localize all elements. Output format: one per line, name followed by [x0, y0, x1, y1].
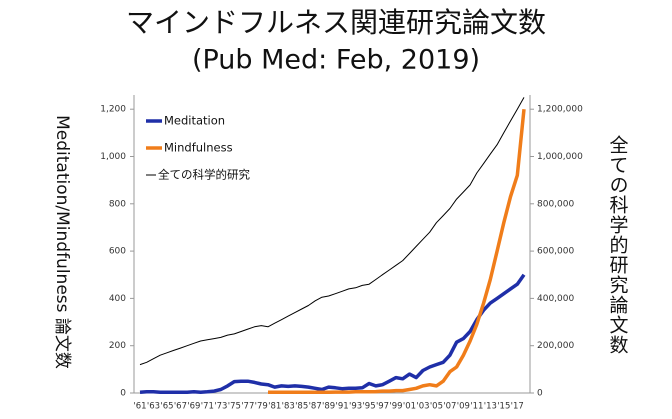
x-tick-label: '17 [511, 402, 524, 412]
x-tick-label: '75 [228, 402, 241, 412]
x-tick-label: '79 [255, 402, 268, 412]
x-tick-label: '61 [133, 402, 146, 412]
y2-tick-label: 1,000,000 [537, 152, 583, 162]
y-tick-label: 800 [109, 199, 126, 209]
y-tick-label: 0 [120, 389, 126, 399]
y-axis-label: Meditation/Mindfulness 論文数 [52, 115, 72, 369]
x-tick-label: '93 [349, 402, 362, 412]
y2-tick-label: 600,000 [537, 247, 574, 257]
y2-tick-label: 1,200,000 [537, 105, 583, 115]
y-tick-label: 1,000 [100, 152, 126, 162]
legend-label: Mindfulness [164, 141, 233, 155]
y-tick-label: 400 [109, 294, 126, 304]
legend-label: 全ての科学的研究 [158, 168, 250, 182]
x-tick-label: '97 [376, 402, 389, 412]
y-tick-label: 1,200 [100, 105, 126, 115]
series-line [268, 109, 526, 395]
chart-subtitle: (Pub Med: Feb, 2019) [192, 45, 480, 76]
y-tick-label: 200 [109, 341, 126, 351]
x-tick-label: '83 [282, 402, 295, 412]
x-tick-label: '85 [295, 402, 308, 412]
x-tick-label: '77 [241, 402, 254, 412]
series-line [139, 97, 525, 366]
x-tick-label: '63 [147, 402, 160, 412]
y2-tick-label: 0 [537, 389, 543, 399]
x-tick-label: '65 [160, 402, 173, 412]
x-tick-label: '89 [322, 402, 335, 412]
y2-tick-label: 800,000 [537, 199, 574, 209]
y-tick-label: 600 [109, 247, 126, 257]
x-tick-label: '67 [174, 402, 187, 412]
series-line [139, 273, 526, 395]
x-tick-label: '71 [201, 402, 214, 412]
y2-tick-label: 400,000 [537, 294, 574, 304]
x-tick-label: '05 [430, 402, 443, 412]
x-tick-label: '03 [416, 402, 429, 412]
x-tick-label: '07 [443, 402, 456, 412]
x-tick-label: '81 [268, 402, 281, 412]
x-tick-label: '95 [362, 402, 375, 412]
x-tick-label: '73 [214, 402, 227, 412]
x-tick-label: '69 [187, 402, 200, 412]
x-tick-label: '15 [497, 402, 510, 412]
legend-label: Meditation [164, 114, 225, 128]
y2-axis-label: 全ての科学的研究論文数 [607, 135, 629, 355]
x-tick-label: '11 [470, 402, 483, 412]
x-tick-label: '13 [484, 402, 497, 412]
x-tick-label: '99 [389, 402, 402, 412]
x-tick-label: '09 [457, 402, 470, 412]
chart-title: マインドフルネス関連研究論文数 [126, 6, 546, 39]
x-tick-label: '01 [403, 402, 416, 412]
x-tick-label: '87 [309, 402, 322, 412]
x-tick-label: '91 [336, 402, 349, 412]
y2-tick-label: 200,000 [537, 341, 574, 351]
